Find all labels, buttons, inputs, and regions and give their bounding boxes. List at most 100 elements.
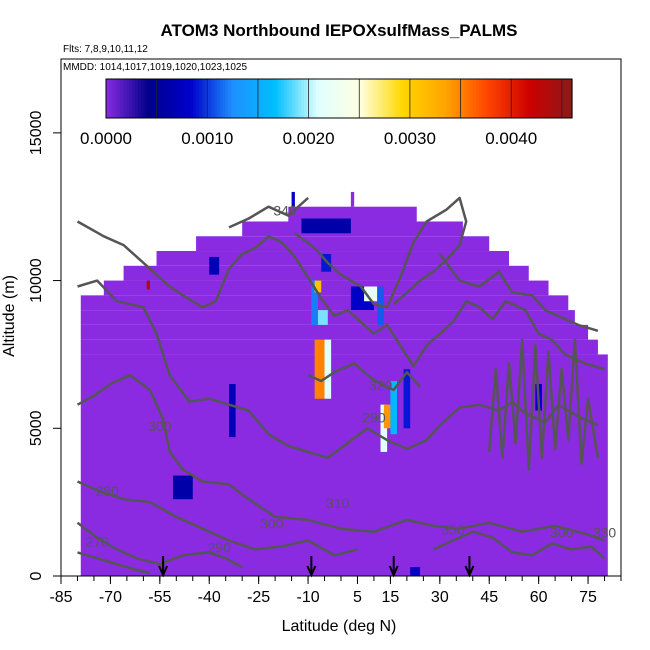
- colorbar-step-1: [108, 79, 113, 118]
- heat-row-10: [80, 339, 598, 355]
- colorbar-step-29: [190, 79, 194, 118]
- hotspot-cell-5: [311, 280, 318, 325]
- colorbar-step-64: [292, 79, 296, 118]
- colorbar-step-142: [519, 79, 524, 118]
- colorbar-step-48: [245, 79, 250, 118]
- contour-line-6: [438, 253, 599, 332]
- colorbar-step-89: [365, 79, 369, 118]
- colorbar-step-19: [161, 79, 165, 118]
- colorbar-step-11: [138, 79, 142, 118]
- contour-label-11: 330: [593, 525, 617, 541]
- contour-line-11: [307, 362, 422, 392]
- colorbar-step-13: [143, 79, 148, 118]
- colorbar-step-45: [237, 79, 241, 118]
- flight-marker-head: [158, 565, 169, 578]
- contour-label-9: 290: [362, 409, 386, 425]
- colorbar-step-120: [455, 79, 460, 118]
- colorbar-step-42: [228, 79, 232, 118]
- colorbar-step-5: [120, 79, 125, 118]
- colorbar-step-39: [219, 79, 224, 118]
- colorbar-step-22: [170, 79, 174, 118]
- colorbar-step-123: [464, 79, 468, 118]
- hotspot-cell-4: [301, 218, 351, 234]
- colorbar-step-127: [475, 79, 480, 118]
- colorbar-tick-label-1: 0.0010: [181, 129, 233, 148]
- flight-marker-3: [464, 556, 475, 578]
- y-axis: 0 5000 10000 15000: [28, 111, 61, 580]
- x-tick-label-0: -85: [49, 589, 72, 606]
- colorbar-step-92: [373, 79, 378, 118]
- colorbar-step-37: [213, 79, 218, 118]
- x-axis: -85 -70 -55 -40 -25 -10 5 15 30 45 60 75: [49, 576, 622, 606]
- hotspot-cell-16: [390, 381, 397, 435]
- colorbar-step-79: [336, 79, 340, 118]
- colorbar-step-50: [251, 79, 256, 118]
- colorbar-step-109: [423, 79, 427, 118]
- contour-label-5: 300: [260, 516, 284, 532]
- colorbar-step-25: [178, 79, 183, 118]
- x-tick-label-2: -55: [148, 589, 171, 606]
- x-axis-label: Latitude (deg N): [282, 618, 397, 635]
- colorbar-step-30: [193, 79, 197, 118]
- colorbar-step-56: [269, 79, 273, 118]
- chart-title: ATOM3 Northbound IEPOXsulfMass_PALMS: [160, 21, 517, 40]
- contour-label-10: 320: [369, 377, 393, 393]
- contour-line-7: [228, 196, 309, 229]
- y-tick-label-0: 0: [28, 571, 45, 580]
- colorbar-step-43: [231, 79, 235, 118]
- colorbar-step-46: [239, 79, 244, 118]
- colorbar-step-67: [301, 79, 305, 118]
- flight-marker-0: [158, 556, 169, 578]
- colorbar-step-99: [394, 79, 398, 118]
- colorbar-step-88: [362, 79, 366, 118]
- colorbar-step-28: [187, 79, 192, 118]
- contour-label-0: 340: [273, 203, 297, 219]
- x-tick-label-9: 45: [480, 589, 498, 606]
- contour-line-8: [487, 338, 600, 471]
- hotspot-cell-10: [324, 339, 332, 399]
- colorbar-step-136: [502, 79, 506, 118]
- x-tick-label-10: 60: [530, 589, 548, 606]
- colorbar-step-36: [210, 79, 215, 118]
- colorbar-step-87: [359, 79, 363, 118]
- colorbar-tick-label-0: 0.0000: [80, 129, 132, 148]
- colorbar-step-26: [181, 79, 186, 118]
- colorbar-step-35: [207, 79, 212, 118]
- colorbar-step-129: [481, 79, 486, 118]
- hotspot-cell-7: [317, 310, 328, 325]
- colorbar-step-63: [289, 79, 293, 118]
- contour-labels: 340 300 280 270 290 300 310 350 300 290 320 330: [86, 203, 617, 556]
- colorbar-step-128: [478, 79, 483, 118]
- contour-label-7: 350: [441, 522, 465, 538]
- colorbar-step-12: [140, 79, 145, 118]
- colorbar-step-104: [408, 79, 413, 118]
- colorbar-step-60: [280, 79, 285, 118]
- contour-line-9: [77, 551, 151, 575]
- colorbar-step-158: [566, 79, 570, 118]
- colorbar-step-117: [446, 79, 451, 118]
- hotspot-cell-0: [229, 383, 236, 438]
- colorbar-step-59: [277, 79, 282, 118]
- colorbar-step-135: [499, 79, 503, 118]
- colorbar-step-0: [106, 79, 110, 118]
- colorbar-step-126: [472, 79, 477, 118]
- colorbar-tick-label-4: 0.0040: [485, 129, 537, 148]
- colorbar-step-57: [272, 79, 276, 118]
- colorbar-step-44: [234, 79, 238, 118]
- colorbar-step-9: [132, 79, 136, 118]
- x-tick-label-11: 75: [579, 589, 597, 606]
- colorbar-step-110: [426, 79, 430, 118]
- colorbar-step-4: [117, 79, 122, 118]
- colorbar-step-76: [327, 79, 331, 118]
- flights-note: Flts: 7,8,9,10,11,12: [63, 44, 148, 55]
- contour-label-4: 290: [207, 539, 231, 555]
- colorbar-step-49: [248, 79, 253, 118]
- colorbar-step-18: [158, 79, 162, 118]
- colorbar-step-147: [534, 79, 538, 118]
- heat-row-2: [242, 221, 463, 237]
- colorbar-step-144: [525, 79, 529, 118]
- colorbar-step-91: [371, 79, 375, 118]
- colorbar-step-115: [440, 79, 445, 118]
- colorbar-step-131: [487, 79, 492, 118]
- colorbar-step-97: [388, 79, 393, 118]
